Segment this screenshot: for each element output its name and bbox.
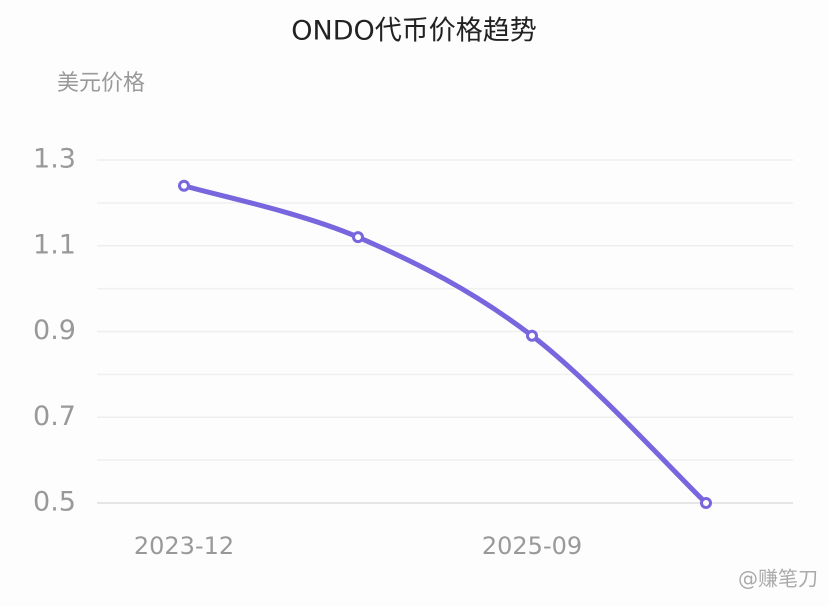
data-point: [526, 329, 538, 342]
y-axis-title: 美元价格: [57, 71, 145, 96]
y-tick-label: 1.1: [33, 229, 76, 260]
watermark: @赚笔刀: [738, 567, 818, 591]
x-tick-label: 2025-09: [482, 532, 582, 560]
data-point: [178, 179, 190, 192]
y-tick-label: 0.9: [33, 315, 76, 346]
x-tick-label: 2023-12: [134, 532, 234, 560]
y-tick-label: 0.5: [33, 487, 76, 518]
chart-title: ONDO代币价格趋势: [291, 16, 537, 47]
y-tick-label: 0.7: [33, 401, 76, 432]
y-tick-label: 1.3: [33, 144, 76, 175]
data-point: [700, 497, 712, 509]
data-point: [352, 231, 364, 244]
price-line: [181, 183, 709, 506]
